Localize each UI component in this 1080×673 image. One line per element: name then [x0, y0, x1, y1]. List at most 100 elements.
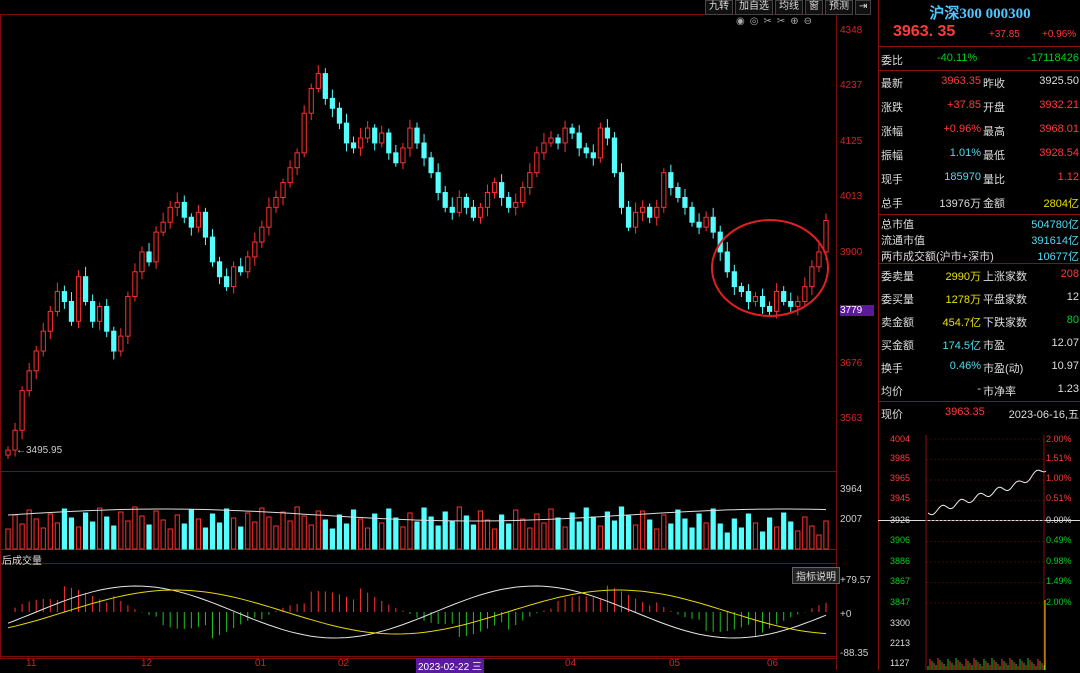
- candle-body: [597, 127, 603, 159]
- kline-chart[interactable]: [0, 0, 878, 670]
- volume-bar: [710, 508, 716, 550]
- candle-body: [202, 211, 209, 238]
- candle-body: [414, 127, 420, 144]
- volume-bar: [745, 513, 752, 550]
- volume-bar: [104, 516, 110, 550]
- intraday-price-tick: 3906: [890, 535, 911, 545]
- intraday-price-tick: 3867: [890, 576, 911, 586]
- intraday-chart[interactable]: [878, 435, 1080, 670]
- row-value: 12: [1066, 291, 1079, 303]
- row-value: 10.97: [1051, 360, 1079, 372]
- moving-average-button[interactable]: 均线: [775, 0, 803, 15]
- add-watchlist-button[interactable]: 加自选: [735, 0, 773, 15]
- volume-bar: [689, 527, 695, 550]
- jiuzhuan-button[interactable]: 九转: [705, 0, 733, 15]
- candle-body: [216, 261, 223, 278]
- volume-bar: [26, 509, 32, 550]
- candle-body: [534, 152, 540, 174]
- volume-bar: [33, 518, 39, 550]
- cursor-date-tag: 2023-02-22 三: [416, 658, 484, 673]
- zoom-in-icon[interactable]: ⊕: [790, 16, 804, 27]
- candle-body: [576, 132, 582, 149]
- candle-body: [231, 266, 237, 288]
- intraday-pct-tick: 1.51%: [1046, 453, 1072, 463]
- row-value: 1.01%: [949, 147, 981, 159]
- index-title: 沪深300 000300: [929, 6, 1031, 22]
- candle-body: [280, 182, 286, 198]
- index-price: 3963. 35: [893, 23, 956, 40]
- candle-body: [449, 206, 455, 213]
- row-value: 454.7亿: [942, 317, 981, 329]
- candle-body: [132, 271, 138, 298]
- candle-body: [562, 127, 568, 144]
- intraday-price-tick: 3926: [890, 515, 911, 525]
- forecast-button[interactable]: 预测: [825, 0, 853, 15]
- volume-bar: [153, 510, 159, 550]
- volume-tick: 3964: [840, 484, 863, 495]
- volume-bar: [428, 516, 434, 550]
- row-label: 最新: [881, 78, 903, 90]
- volume-bar: [541, 522, 547, 550]
- candle-body: [703, 216, 709, 228]
- window-button[interactable]: 窗: [805, 0, 823, 15]
- low-annotation: ←3495.95: [16, 445, 63, 456]
- volume-bar: [534, 513, 540, 550]
- eye-icon[interactable]: ◉: [736, 16, 750, 27]
- row-value: +37.85: [947, 99, 981, 111]
- cut-icon[interactable]: ✂: [776, 16, 791, 27]
- price-tick: 4125: [840, 136, 863, 147]
- volume-bar: [266, 516, 272, 550]
- intraday-pct-tick: 0.49%: [1046, 535, 1072, 545]
- volume-bar: [759, 531, 766, 550]
- volume-bar: [61, 508, 68, 550]
- volume-bar: [491, 528, 498, 550]
- volume-bar: [463, 515, 469, 550]
- zoom-out-icon[interactable]: ⊖: [803, 16, 818, 27]
- volume-bar: [576, 521, 582, 550]
- candle-body: [266, 206, 272, 228]
- candle-body: [322, 73, 328, 99]
- row-label: 涨幅: [881, 126, 903, 138]
- volume-bar: [132, 506, 138, 550]
- row-label: 最高: [983, 126, 1005, 138]
- footer-date: 2023-06-16,五: [1008, 409, 1079, 421]
- row-value: 185970: [944, 171, 981, 183]
- scissors-icon[interactable]: ✂: [763, 16, 777, 27]
- row-label: 涨跌: [881, 102, 903, 114]
- candle-body: [357, 137, 364, 149]
- candle-body: [252, 241, 258, 258]
- market-row: 流通市值 391614亿: [881, 228, 1079, 247]
- candle-body: [802, 286, 808, 302]
- row-label: 金额: [983, 198, 1005, 210]
- candle-body: [661, 172, 667, 208]
- candle-body: [294, 152, 300, 169]
- volume-bar: [231, 517, 237, 550]
- volume-bar: [625, 515, 632, 550]
- volume-bar: [774, 526, 780, 550]
- row-label: 换手: [881, 363, 903, 375]
- candle-body: [350, 142, 357, 149]
- volume-bar: [520, 518, 526, 550]
- volume-bar: [618, 506, 625, 550]
- candle-body: [569, 127, 575, 134]
- candle-body: [696, 221, 702, 228]
- candle-body: [238, 266, 244, 273]
- row-label: 市盈(动): [983, 363, 1024, 375]
- row-value: 0.46%: [949, 360, 981, 372]
- volume-bar: [724, 532, 730, 550]
- eye-alt-icon[interactable]: ◎: [749, 16, 764, 27]
- quote-row: 总手 13976万 金额 2804亿: [881, 191, 1079, 213]
- row-value: 3925.50: [1039, 75, 1079, 87]
- collapse-arrow-icon[interactable]: ⇥: [855, 0, 872, 15]
- indicator-help-button[interactable]: 指标说明: [792, 567, 840, 584]
- volume-bar: [738, 527, 744, 550]
- volume-ma-line: [7, 508, 827, 522]
- candle-body: [795, 300, 801, 307]
- depth-row: 委买量 1278万 平盘家数 12: [881, 287, 1079, 309]
- candle-body: [245, 256, 251, 273]
- candle-body: [139, 251, 145, 273]
- candle-body: [604, 127, 611, 139]
- candle-body: [329, 97, 335, 109]
- volume-bar: [280, 511, 286, 550]
- price-tick: 3676: [840, 358, 863, 369]
